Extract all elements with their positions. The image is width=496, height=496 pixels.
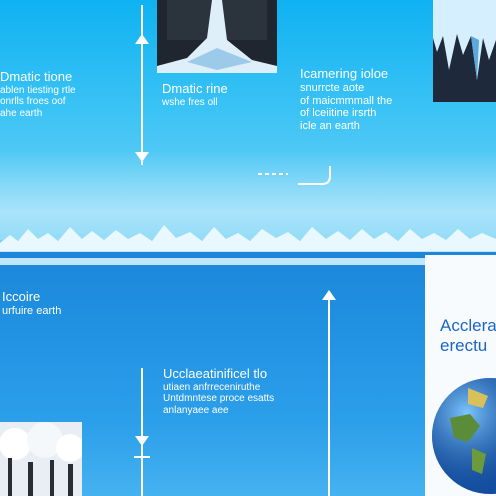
panel-right-bottom: Acclera erectu: [440, 316, 496, 356]
arrow-up-icon: [322, 290, 336, 300]
panel-title: Icamering ioloe: [300, 66, 389, 81]
panel-left-top: Dmatic tione ablen tiesting rtle onrlls …: [0, 69, 76, 119]
panel-title: Dmatic rine: [162, 81, 228, 96]
panel-title: Iccoire: [2, 289, 41, 304]
ocean-background: [0, 250, 496, 496]
arrow-down-icon: [135, 436, 149, 446]
arrow-down-icon: [135, 152, 149, 162]
panel-right-top: Icamering ioloe snurrcte aote of maicmmm…: [300, 66, 393, 132]
panel-title: Acclera: [440, 316, 496, 335]
mist-band: [0, 150, 496, 240]
top-arrow-line: [141, 5, 143, 165]
frozen-forest-photo: [0, 422, 82, 496]
panel-center-top: Dmatic rine wshe fres oll: [162, 81, 228, 108]
icicles-photo: [433, 0, 496, 102]
bottom-arrow-line: [141, 368, 143, 496]
waterfall-photo: [157, 0, 277, 73]
panel-left-mid: Iccoire urfuire earth: [2, 289, 62, 317]
panel-title: Dmatic tione: [0, 69, 73, 84]
arrow-up-icon: [135, 34, 149, 44]
ice-shelf: [0, 225, 496, 265]
earth-globe: [428, 378, 496, 496]
panel-title: Ucclaeatinificel tlo: [163, 366, 268, 381]
bottom-tick: [134, 456, 150, 458]
right-arrow-line: [328, 296, 330, 496]
panel-center-bottom: Ucclaeatinificel tlo utiaen anfrreceniru…: [163, 366, 275, 416]
connector-line: [258, 166, 331, 185]
